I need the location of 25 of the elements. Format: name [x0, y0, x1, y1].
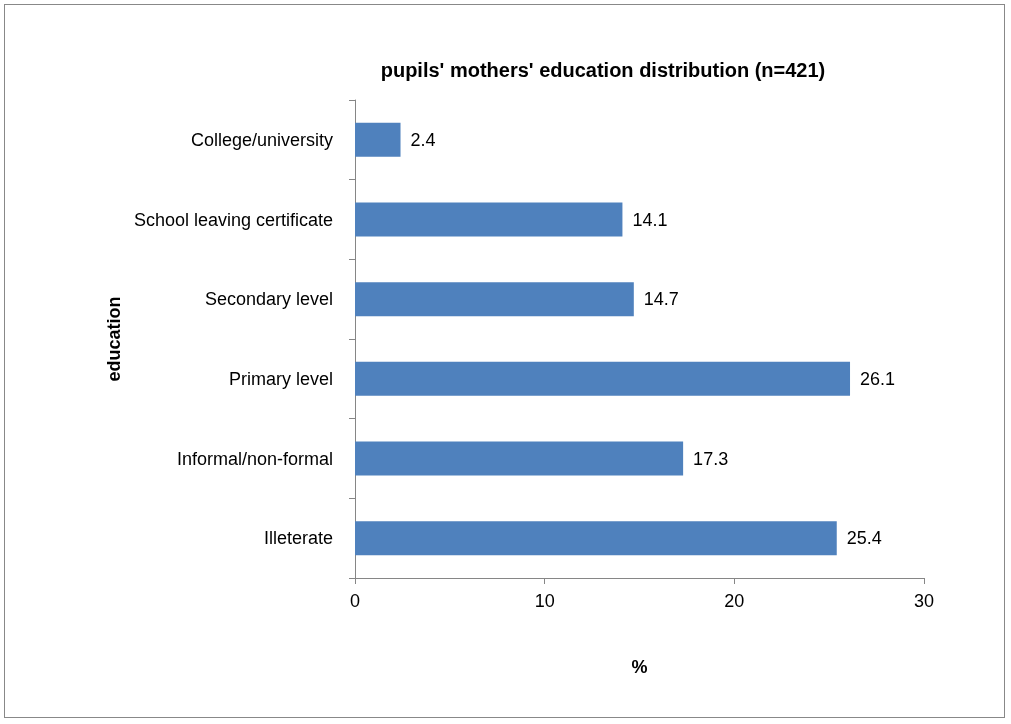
bar	[355, 282, 634, 317]
y-tick-label: Secondary level	[204, 289, 333, 310]
x-tick-label: 0	[349, 591, 361, 611]
y-tick-label: Primary level	[228, 368, 333, 389]
y-tick-label: School leaving certificate	[133, 209, 333, 230]
data-label: 26.1	[860, 368, 896, 389]
bar	[355, 441, 684, 476]
data-label: 17.3	[693, 448, 729, 469]
bar	[355, 202, 623, 237]
x-tick-label: 20	[724, 591, 745, 611]
y-tick-label: College/university	[190, 129, 333, 150]
data-label: 14.1	[632, 209, 668, 230]
x-tick-label: 10	[534, 591, 555, 611]
x-axis-title: %	[631, 657, 648, 677]
bar	[355, 122, 401, 157]
y-tick-label: Informal/non-formal	[176, 448, 333, 469]
x-tick-label: 30	[913, 591, 935, 611]
data-label: 25.4	[846, 528, 882, 549]
y-tick-label: Illeterate	[263, 528, 333, 549]
bar	[355, 521, 837, 556]
bar	[355, 361, 851, 396]
data-label: 14.7	[643, 289, 679, 310]
chart-title: pupils' mothers' education distribution (n=421)	[380, 59, 826, 81]
y-axis-title: education	[103, 296, 124, 382]
data-label: 2.4	[410, 129, 436, 150]
